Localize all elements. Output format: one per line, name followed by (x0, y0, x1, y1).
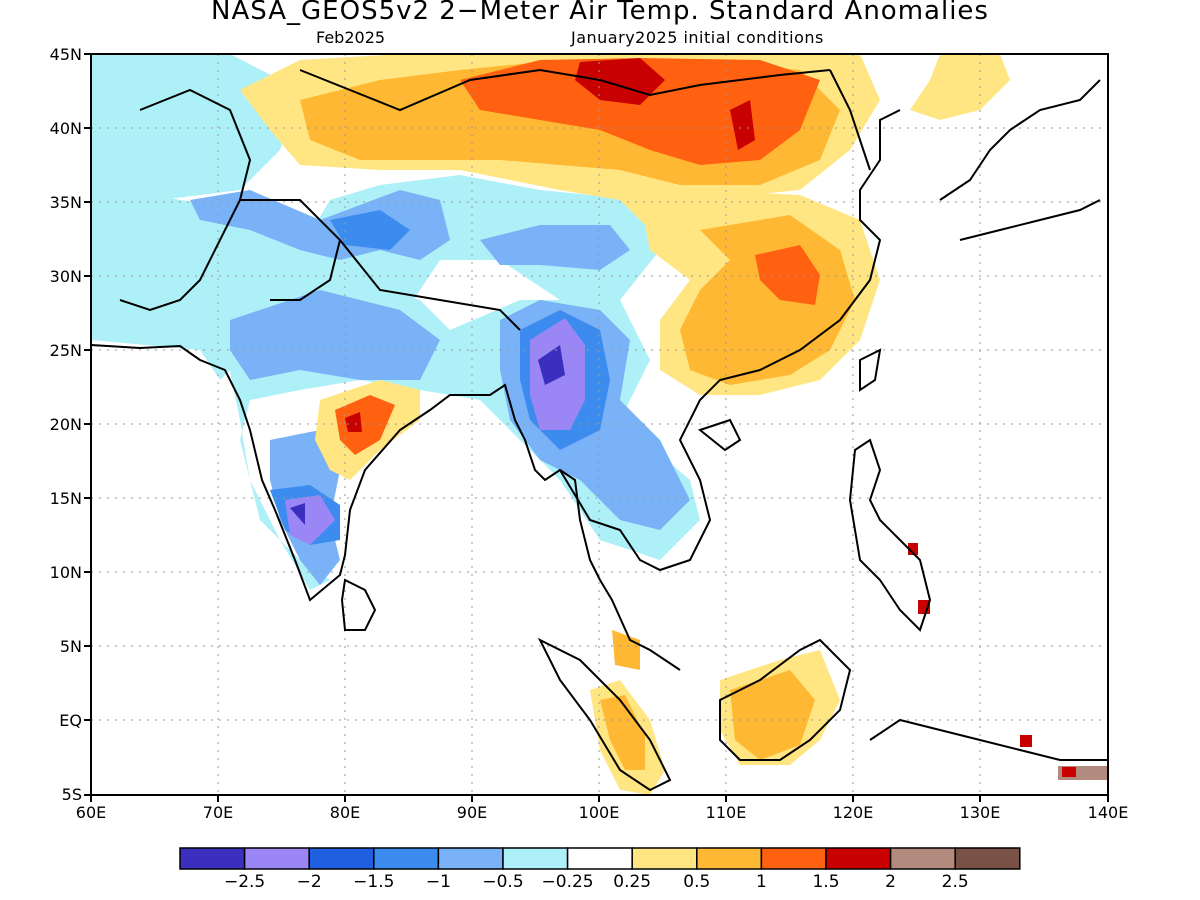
lat-label: 30N (49, 267, 82, 286)
lon-label: 90E (456, 803, 488, 822)
lat-label: 40N (49, 119, 82, 138)
colorbar-label: −2 (296, 872, 322, 892)
colorbar-swatch (566, 847, 633, 870)
initial-conditions: January2025 initial conditions (571, 28, 824, 47)
lon-label: 70E (202, 803, 234, 822)
colorbar (179, 847, 1021, 870)
lat-label: EQ (59, 711, 82, 730)
lat-label: 45N (49, 45, 82, 64)
colorbar-swatch (696, 847, 763, 870)
lon-label: 80E (329, 803, 361, 822)
lat-label: 10N (49, 563, 82, 582)
colorbar-label: 0.25 (613, 872, 652, 892)
colorbar-label: −1.5 (353, 872, 395, 892)
lon-label: 110E (705, 803, 747, 822)
colorbar-label: 2 (885, 872, 896, 892)
anomaly-field (91, 54, 1108, 795)
colorbar-label: 0.5 (683, 872, 711, 892)
colorbar-swatch (760, 847, 827, 870)
lon-label: 140E (1087, 803, 1129, 822)
forecast-month: Feb2025 (316, 28, 386, 47)
colorbar-label: −0.25 (541, 872, 594, 892)
colorbar-label: 1 (755, 872, 767, 892)
colorbar-swatch (631, 847, 698, 870)
lon-label: 120E (832, 803, 874, 822)
colorbar-label: −1 (425, 872, 451, 892)
lat-label: 25N (49, 341, 82, 360)
lon-label: 60E (75, 803, 107, 822)
colorbar-swatch (502, 847, 569, 870)
colorbar-swatch (825, 847, 892, 870)
map-title: NASA_GEOS5v2 2−Meter Air Temp. Standard … (211, 0, 989, 26)
colorbar-swatch (889, 847, 956, 870)
lat-label: 5S (61, 785, 82, 804)
lat-label: 35N (49, 193, 82, 212)
colorbar-swatch (243, 847, 310, 870)
axis-ticks (84, 53, 1109, 802)
colorbar-label: −2.5 (223, 872, 266, 892)
lat-label: 20N (49, 415, 82, 434)
colorbar-label: 2.5 (941, 872, 969, 892)
colorbar-label: −0.5 (482, 872, 524, 892)
lat-label: 5N (59, 637, 82, 656)
graticule (91, 54, 1108, 795)
lon-label: 130E (959, 803, 1001, 822)
colorbar-swatch (308, 847, 375, 870)
colorbar-swatch (954, 847, 1021, 870)
coastlines (91, 68, 1108, 792)
colorbar-label: 1.5 (812, 872, 840, 892)
colorbar-swatch (179, 847, 246, 870)
colorbar-swatch (373, 847, 440, 870)
lat-label: 15N (49, 489, 82, 508)
lon-label: 100E (578, 803, 620, 822)
colorbar-swatch (437, 847, 504, 870)
